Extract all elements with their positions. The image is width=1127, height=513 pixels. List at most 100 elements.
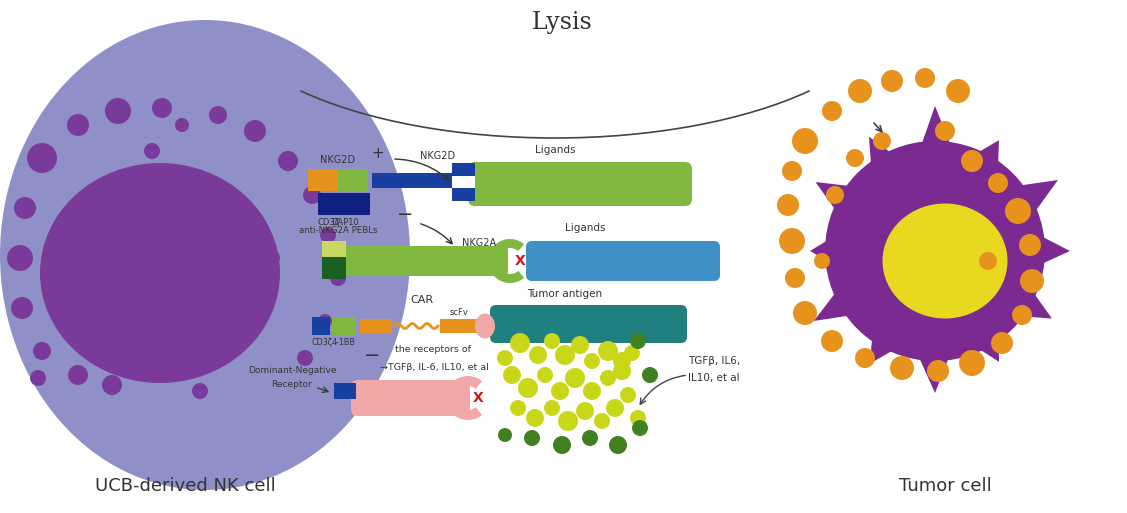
Circle shape xyxy=(553,436,571,454)
Circle shape xyxy=(175,118,189,132)
Text: →TGFβ, IL-6, IL10, et al: →TGFβ, IL-6, IL10, et al xyxy=(380,363,489,371)
Bar xyxy=(312,317,330,335)
Circle shape xyxy=(85,234,99,248)
Circle shape xyxy=(613,352,631,370)
Text: Lysis: Lysis xyxy=(532,11,593,34)
Circle shape xyxy=(551,382,569,400)
Circle shape xyxy=(630,333,646,349)
Circle shape xyxy=(303,186,321,204)
Circle shape xyxy=(881,70,903,92)
Circle shape xyxy=(613,362,631,380)
Circle shape xyxy=(935,121,955,141)
FancyBboxPatch shape xyxy=(526,241,720,281)
Text: +: + xyxy=(372,146,384,161)
Circle shape xyxy=(793,301,817,325)
Ellipse shape xyxy=(474,313,495,339)
Ellipse shape xyxy=(825,141,1045,361)
Text: CAR: CAR xyxy=(410,295,434,305)
Wedge shape xyxy=(446,376,482,420)
Polygon shape xyxy=(452,163,474,176)
Circle shape xyxy=(68,365,88,385)
Circle shape xyxy=(503,366,521,384)
Text: Dominant-Negative: Dominant-Negative xyxy=(248,366,336,375)
Circle shape xyxy=(208,106,227,124)
Circle shape xyxy=(33,342,51,360)
Circle shape xyxy=(988,173,1008,193)
Circle shape xyxy=(1019,234,1041,256)
Circle shape xyxy=(27,143,57,173)
Circle shape xyxy=(873,132,891,150)
Circle shape xyxy=(961,150,983,172)
Circle shape xyxy=(582,430,598,446)
Circle shape xyxy=(544,400,560,416)
Polygon shape xyxy=(810,106,1070,393)
Circle shape xyxy=(105,98,131,124)
Circle shape xyxy=(786,268,805,288)
Circle shape xyxy=(544,333,560,349)
Circle shape xyxy=(826,186,844,204)
Circle shape xyxy=(14,197,36,219)
Circle shape xyxy=(632,420,648,436)
FancyBboxPatch shape xyxy=(490,305,687,343)
Circle shape xyxy=(529,346,547,364)
Circle shape xyxy=(846,149,864,167)
FancyBboxPatch shape xyxy=(468,162,692,206)
Bar xyxy=(360,319,392,333)
Bar xyxy=(322,257,346,279)
Circle shape xyxy=(264,250,279,266)
Circle shape xyxy=(630,410,646,426)
Circle shape xyxy=(777,194,799,216)
Circle shape xyxy=(192,383,208,399)
Circle shape xyxy=(584,353,600,369)
Circle shape xyxy=(565,368,585,388)
Circle shape xyxy=(609,436,627,454)
Text: Tumor cell: Tumor cell xyxy=(898,477,992,495)
Text: CD3ζ: CD3ζ xyxy=(312,338,332,347)
Circle shape xyxy=(822,101,842,121)
Circle shape xyxy=(144,143,160,159)
Circle shape xyxy=(1012,305,1032,325)
Bar xyxy=(372,173,452,188)
Circle shape xyxy=(946,79,970,103)
Ellipse shape xyxy=(0,20,410,490)
Circle shape xyxy=(624,345,640,361)
Circle shape xyxy=(66,114,89,136)
Bar xyxy=(334,383,356,399)
Circle shape xyxy=(536,367,553,383)
Circle shape xyxy=(606,399,624,417)
FancyBboxPatch shape xyxy=(350,380,470,416)
Circle shape xyxy=(320,227,336,243)
Text: −: − xyxy=(397,206,414,225)
Circle shape xyxy=(979,252,997,270)
Text: anti-NKG2A PEBLs: anti-NKG2A PEBLs xyxy=(299,226,378,235)
Polygon shape xyxy=(452,188,474,201)
Circle shape xyxy=(554,345,575,365)
Text: the receptors of: the receptors of xyxy=(394,345,471,353)
Circle shape xyxy=(959,350,985,376)
Text: Ligands: Ligands xyxy=(565,223,605,233)
Circle shape xyxy=(820,330,843,352)
Bar xyxy=(452,176,474,188)
Circle shape xyxy=(7,245,33,271)
FancyBboxPatch shape xyxy=(343,246,508,276)
Circle shape xyxy=(576,402,594,420)
Circle shape xyxy=(792,128,818,154)
Text: −: − xyxy=(364,345,380,365)
Circle shape xyxy=(526,409,544,427)
Text: scFv: scFv xyxy=(450,308,469,317)
Circle shape xyxy=(779,228,805,254)
Circle shape xyxy=(890,356,914,380)
Circle shape xyxy=(245,120,266,142)
Circle shape xyxy=(119,186,137,204)
Circle shape xyxy=(848,79,872,103)
Circle shape xyxy=(594,413,610,429)
Circle shape xyxy=(497,350,513,366)
Bar xyxy=(332,317,356,335)
Text: 4-1BB: 4-1BB xyxy=(332,338,356,347)
Circle shape xyxy=(1020,269,1044,293)
Circle shape xyxy=(915,68,935,88)
Circle shape xyxy=(511,400,526,416)
Bar xyxy=(338,169,369,191)
Bar xyxy=(440,319,478,333)
Circle shape xyxy=(103,375,122,395)
